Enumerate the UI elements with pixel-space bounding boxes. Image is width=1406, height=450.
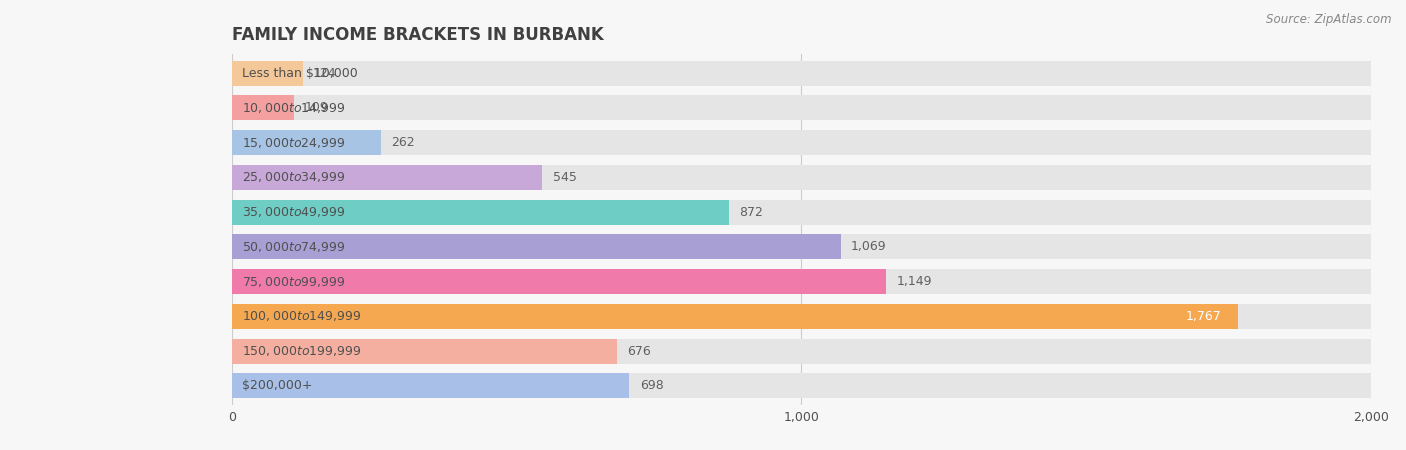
Text: Source: ZipAtlas.com: Source: ZipAtlas.com xyxy=(1267,14,1392,27)
Bar xyxy=(232,61,1371,86)
Bar xyxy=(232,234,1371,259)
Text: 1,767: 1,767 xyxy=(1185,310,1220,323)
Bar xyxy=(232,130,1371,155)
Bar xyxy=(232,234,841,259)
Bar xyxy=(232,304,1239,329)
Text: $75,000 to $99,999: $75,000 to $99,999 xyxy=(242,274,346,288)
Text: 124: 124 xyxy=(314,67,336,80)
Text: 262: 262 xyxy=(391,136,415,149)
Bar xyxy=(232,95,294,121)
Text: $15,000 to $24,999: $15,000 to $24,999 xyxy=(242,135,346,149)
Bar xyxy=(232,200,728,225)
Text: $25,000 to $34,999: $25,000 to $34,999 xyxy=(242,171,346,184)
Bar xyxy=(232,165,543,190)
Text: $200,000+: $200,000+ xyxy=(242,379,312,392)
Bar xyxy=(232,304,1371,329)
Bar xyxy=(232,61,302,86)
Bar xyxy=(232,130,381,155)
Bar xyxy=(232,338,1371,364)
Text: $150,000 to $199,999: $150,000 to $199,999 xyxy=(242,344,361,358)
Text: $50,000 to $74,999: $50,000 to $74,999 xyxy=(242,240,346,254)
Text: 698: 698 xyxy=(640,379,664,392)
Bar xyxy=(232,95,1371,121)
Text: $10,000 to $14,999: $10,000 to $14,999 xyxy=(242,101,346,115)
Text: 1,069: 1,069 xyxy=(851,240,887,253)
Text: Less than $10,000: Less than $10,000 xyxy=(242,67,359,80)
Text: $35,000 to $49,999: $35,000 to $49,999 xyxy=(242,205,346,219)
Bar xyxy=(232,338,617,364)
Bar xyxy=(232,374,1371,398)
Bar xyxy=(232,269,1371,294)
Bar xyxy=(232,165,1371,190)
Text: FAMILY INCOME BRACKETS IN BURBANK: FAMILY INCOME BRACKETS IN BURBANK xyxy=(232,26,603,44)
Bar xyxy=(232,269,886,294)
Text: 676: 676 xyxy=(627,345,651,358)
Text: 872: 872 xyxy=(738,206,762,219)
Bar xyxy=(232,200,1371,225)
Bar xyxy=(232,374,630,398)
Text: $100,000 to $149,999: $100,000 to $149,999 xyxy=(242,310,361,324)
Text: 1,149: 1,149 xyxy=(897,275,932,288)
Text: 109: 109 xyxy=(304,101,328,114)
Text: 545: 545 xyxy=(553,171,576,184)
